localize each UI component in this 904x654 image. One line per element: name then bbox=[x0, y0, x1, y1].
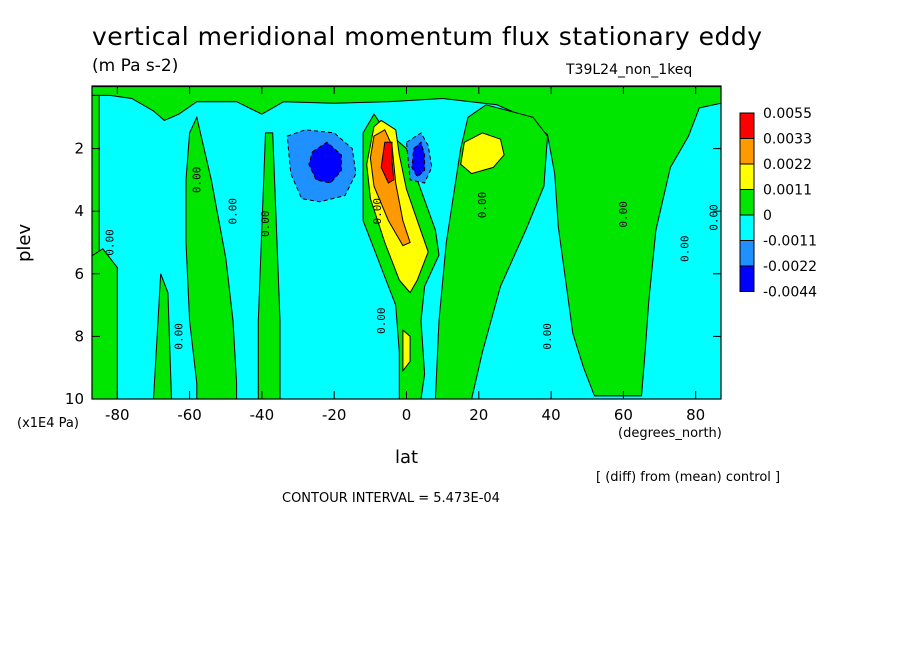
contour-region-4 bbox=[185, 115, 238, 399]
contour-label: 0.00 bbox=[371, 198, 384, 225]
colorbar-swatch bbox=[739, 163, 755, 190]
contour-region-0 bbox=[92, 86, 721, 397]
contour-label: 0.00 bbox=[541, 323, 554, 350]
contour-label: 0.00 bbox=[375, 308, 388, 335]
colorbar-level-label: -0.0011 bbox=[763, 234, 817, 250]
x-tick-label: -40 bbox=[250, 406, 275, 424]
contour-region-15 bbox=[308, 141, 342, 184]
x-tick-label: 80 bbox=[686, 406, 705, 424]
contour-label: 0.00 bbox=[104, 229, 117, 256]
colorbar-swatch bbox=[739, 189, 755, 216]
x-tick-label: 20 bbox=[469, 406, 488, 424]
contour-region-12 bbox=[380, 141, 395, 184]
colorbar-swatch bbox=[739, 138, 755, 165]
run-label: T39L24_non_1keq bbox=[566, 62, 693, 78]
contour-region-9 bbox=[402, 328, 411, 373]
contour-region-5 bbox=[257, 132, 281, 399]
x-tick-label: -60 bbox=[177, 406, 202, 424]
contour-region-2 bbox=[92, 248, 118, 399]
contour-region-11 bbox=[369, 129, 411, 247]
y-tick-label: 8 bbox=[74, 327, 84, 345]
x-tick-label: 0 bbox=[402, 406, 412, 424]
y-tick-label: 10 bbox=[65, 390, 84, 408]
chart-units: (m Pa s-2) bbox=[92, 56, 179, 76]
contour-label-layer: 0.00 0.00 0.00 0.00 0.00 0.00 0.00 0.00 0.00 0.00… bbox=[104, 167, 721, 350]
x-tick-label: -80 bbox=[105, 406, 130, 424]
contour-label: 0.00 bbox=[172, 323, 185, 350]
contour-label: 0.00 bbox=[707, 204, 720, 231]
colorbar-swatch bbox=[739, 112, 755, 139]
contour-label: 0.00 bbox=[617, 201, 630, 228]
x-tick-label: 40 bbox=[542, 406, 561, 424]
chart-title: vertical meridional momentum flux statio… bbox=[92, 22, 763, 51]
y-tick-label: 6 bbox=[74, 265, 84, 283]
contour-region-16 bbox=[411, 141, 426, 178]
contour-label: 0.00 bbox=[259, 210, 272, 237]
colorbar-level-label: -0.0044 bbox=[763, 285, 817, 301]
colorbar-swatch bbox=[739, 214, 755, 241]
contour-region-3 bbox=[152, 273, 173, 399]
colorbar-level-label: 0 bbox=[763, 208, 772, 224]
y-tick-label: 4 bbox=[74, 202, 84, 220]
contour-fill-layer bbox=[92, 86, 721, 399]
colorbar-swatch bbox=[739, 240, 755, 267]
contour-region-7 bbox=[434, 104, 549, 399]
contour-interval: CONTOUR INTERVAL = 5.473E-04 bbox=[282, 491, 500, 506]
contour-label: 0.00 bbox=[678, 236, 691, 263]
colorbar-level-label: 0.0022 bbox=[763, 157, 812, 173]
y-tick-label: 2 bbox=[74, 140, 84, 158]
contour-region-10 bbox=[460, 132, 505, 175]
axes-layer: -80 -60 -40 -20 0 20 40 60 80 2 4 6 8 10 bbox=[65, 85, 722, 424]
colorbar-swatch bbox=[739, 265, 755, 292]
x-axis-units: (degrees_north) bbox=[618, 426, 722, 441]
x-tick-label: 60 bbox=[614, 406, 633, 424]
contour-label: 0.00 bbox=[227, 198, 240, 225]
x-axis-label: lat bbox=[395, 447, 419, 468]
contour-label: 0.00 bbox=[476, 192, 489, 219]
y-axis-units: (x1E4 Pa) bbox=[17, 416, 79, 431]
colorbar-level-label: -0.0022 bbox=[763, 259, 817, 275]
contour-label: 0.00 bbox=[190, 167, 203, 194]
x-tick-label: -20 bbox=[322, 406, 347, 424]
diff-note: [ (diff) from (mean) control ] bbox=[596, 470, 781, 485]
colorbar-level-label: 0.0055 bbox=[763, 106, 812, 122]
colorbar-level-label: 0.0033 bbox=[763, 132, 812, 148]
colorbar-level-label: 0.0011 bbox=[763, 183, 812, 199]
colorbar: 0.0055 0.0033 0.0022 0.0011 0 -0.0011 -0.0022 -… bbox=[739, 106, 817, 301]
